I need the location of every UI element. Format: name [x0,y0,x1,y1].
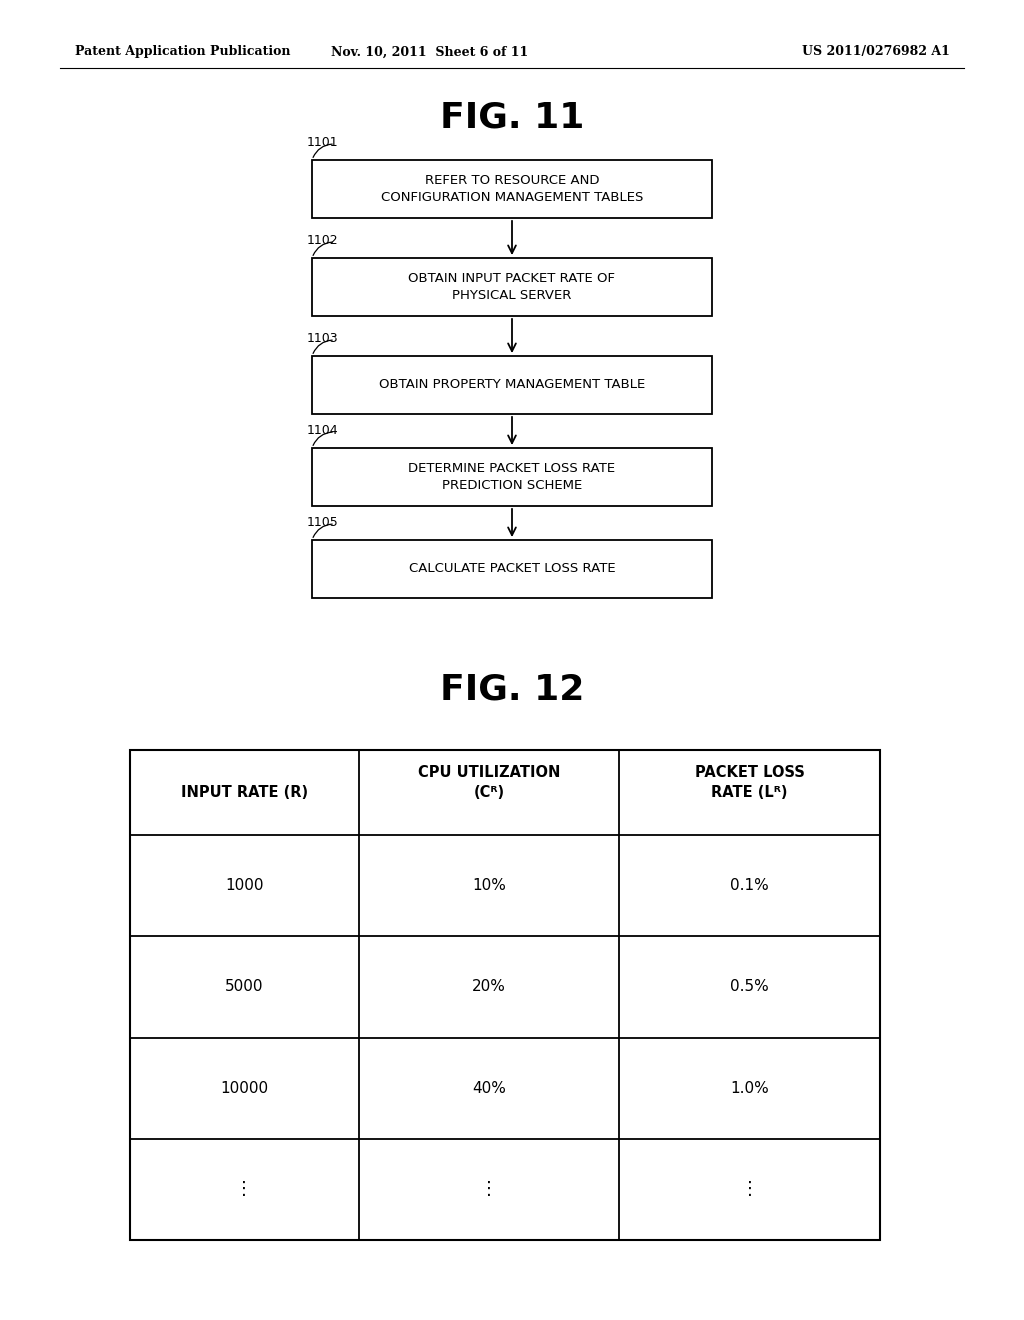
Text: DETERMINE PACKET LOSS RATE
PREDICTION SCHEME: DETERMINE PACKET LOSS RATE PREDICTION SC… [409,462,615,492]
Text: CALCULATE PACKET LOSS RATE: CALCULATE PACKET LOSS RATE [409,562,615,576]
Bar [312,540,712,598]
Bar [130,750,880,1239]
Text: 20%: 20% [472,979,506,994]
Text: 5000: 5000 [225,979,263,994]
Text: FIG. 12: FIG. 12 [440,673,584,708]
Text: REFER TO RESOURCE AND
CONFIGURATION MANAGEMENT TABLES: REFER TO RESOURCE AND CONFIGURATION MANA… [381,174,643,205]
Text: 10%: 10% [472,878,506,894]
Text: 1101: 1101 [307,136,339,149]
Text: FIG. 11: FIG. 11 [440,102,584,135]
Text: OBTAIN PROPERTY MANAGEMENT TABLE: OBTAIN PROPERTY MANAGEMENT TABLE [379,379,645,392]
Text: OBTAIN INPUT PACKET RATE OF
PHYSICAL SERVER: OBTAIN INPUT PACKET RATE OF PHYSICAL SER… [409,272,615,302]
Text: 0.5%: 0.5% [730,979,769,994]
Text: ⋮: ⋮ [236,1180,253,1199]
Text: ⋮: ⋮ [480,1180,498,1199]
Bar [312,257,712,315]
Text: 10000: 10000 [220,1081,268,1096]
Text: 1102: 1102 [307,234,339,247]
Text: 1.0%: 1.0% [730,1081,769,1096]
Text: CPU UTILIZATION
(Cᴿ): CPU UTILIZATION (Cᴿ) [418,766,560,800]
Text: US 2011/0276982 A1: US 2011/0276982 A1 [802,45,950,58]
Text: ⋮: ⋮ [740,1180,759,1199]
Text: PACKET LOSS
RATE (Lᴿ): PACKET LOSS RATE (Lᴿ) [694,766,805,800]
Text: 1103: 1103 [307,331,339,345]
Text: 1105: 1105 [307,516,339,528]
Text: 0.1%: 0.1% [730,878,769,894]
Bar [312,160,712,218]
Text: INPUT RATE (R): INPUT RATE (R) [181,785,308,800]
Text: 1000: 1000 [225,878,263,894]
Text: 1104: 1104 [307,424,339,437]
Bar [312,447,712,506]
Text: 40%: 40% [472,1081,506,1096]
Text: Patent Application Publication: Patent Application Publication [75,45,291,58]
Text: Nov. 10, 2011  Sheet 6 of 11: Nov. 10, 2011 Sheet 6 of 11 [332,45,528,58]
Bar [312,356,712,414]
